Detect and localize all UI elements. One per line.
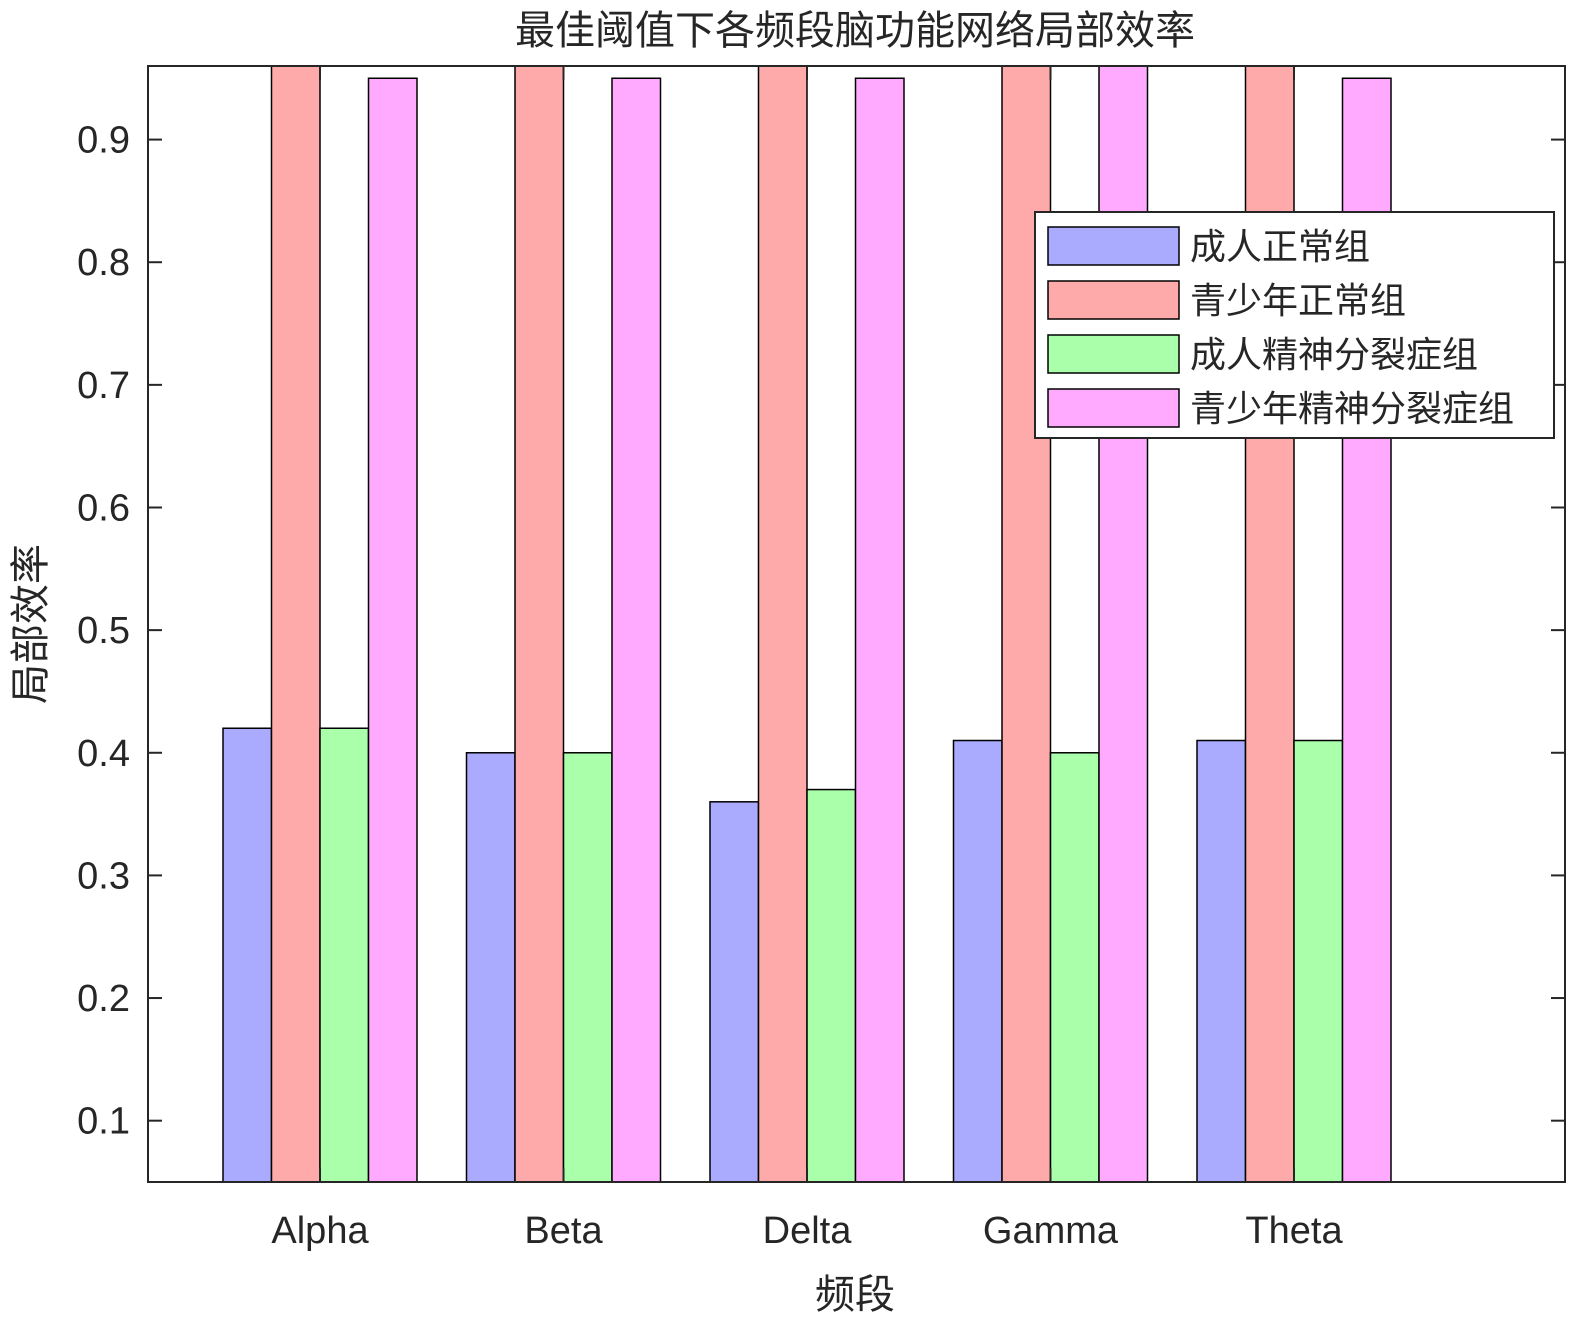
bar-delta-series-4: [854, 77, 905, 1183]
chart-title: 最佳阈值下各频段脑功能网络局部效率: [515, 8, 1195, 54]
legend-swatch: [1047, 280, 1180, 320]
y-tick-label: 0.5: [77, 610, 130, 652]
bar-beta-series-1: [465, 752, 516, 1183]
bar-alpha-series-2: [270, 65, 321, 1183]
legend-swatch: [1047, 388, 1180, 428]
bar-beta-series-3: [562, 752, 613, 1183]
bar-theta-series-3: [1293, 739, 1344, 1183]
legend-swatch: [1047, 226, 1180, 266]
y-axis: 0.1 0.2 0.3 0.4 0.5 0.6 0.7 0.8 0.9: [77, 120, 1565, 1143]
x-tick-label: Alpha: [271, 1210, 369, 1252]
legend-swatch: [1047, 334, 1180, 374]
bar-alpha-series-3: [319, 727, 370, 1183]
y-tick-label: 0.2: [77, 978, 130, 1020]
legend-label: 成人精神分裂症组: [1190, 335, 1478, 376]
bar-gamma-series-3: [1049, 752, 1100, 1183]
y-tick-label: 0.3: [77, 855, 130, 897]
legend-label: 成人正常组: [1190, 227, 1370, 268]
y-tick-label: 0.4: [77, 733, 130, 775]
bar-beta-series-4: [611, 77, 662, 1183]
y-tick-label: 0.7: [77, 365, 130, 407]
bar-delta-series-1: [709, 801, 760, 1183]
x-tick-label: Delta: [763, 1210, 853, 1252]
bar-theta-series-1: [1196, 739, 1247, 1183]
bars: [222, 65, 1392, 1183]
y-tick-label: 0.8: [77, 242, 130, 284]
x-tick-label: Theta: [1245, 1210, 1343, 1252]
y-tick-label: 0.1: [77, 1101, 130, 1143]
bar-delta-series-3: [806, 788, 857, 1183]
bar-alpha-series-1: [222, 727, 273, 1183]
bar-delta-series-2: [757, 65, 808, 1183]
legend-label: 青少年正常组: [1190, 281, 1406, 322]
legend-label: 青少年精神分裂症组: [1190, 389, 1514, 430]
y-tick-label: 0.9: [77, 120, 130, 162]
x-tick-label: Gamma: [983, 1210, 1119, 1252]
bar-alpha-series-4: [367, 77, 418, 1183]
y-tick-label: 0.6: [77, 487, 130, 529]
plot-frame: [147, 65, 1566, 1183]
bar-gamma-series-1: [952, 739, 1003, 1183]
x-tick-label: Beta: [524, 1210, 603, 1252]
y-axis-title: 局部效率: [8, 544, 54, 704]
x-axis: Alpha Beta Delta Gamma Theta: [271, 66, 1343, 1252]
x-axis-title: 频段: [815, 1272, 895, 1318]
bar-beta-series-2: [514, 65, 565, 1183]
